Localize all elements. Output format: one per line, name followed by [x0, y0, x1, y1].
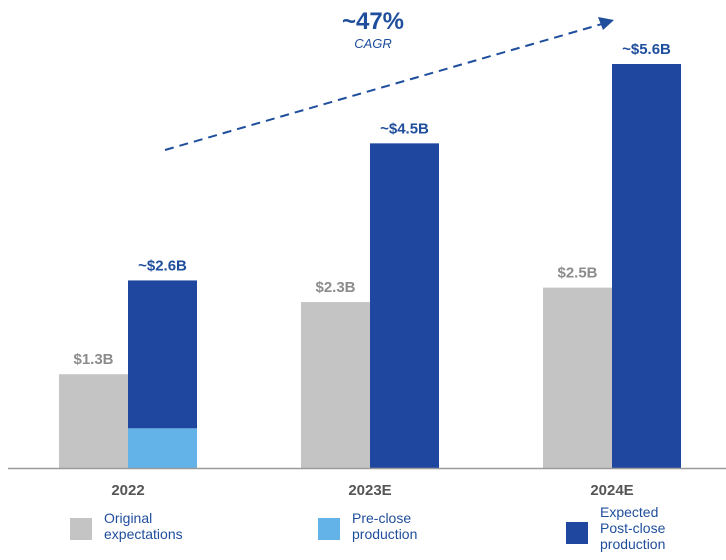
bar-post-close-production-2022: [128, 280, 197, 429]
cagr-value: ~47%: [342, 8, 404, 35]
legend-label-pre-close-production: Pre-close production: [352, 510, 417, 542]
legend-line: Post-close: [600, 520, 666, 536]
bar-pre-close-production-2022: [128, 428, 197, 468]
data-label-original-2024e: $2.5B: [557, 265, 597, 282]
legend-swatch-expected-post-close-production: [566, 522, 588, 544]
x-tick-label-2023e: 2023E: [348, 482, 391, 499]
legend-line: production: [352, 526, 418, 542]
legend-line: Original: [104, 510, 153, 526]
data-label-total-2023e: ~$4.5B: [380, 120, 429, 137]
legend-line: Expected: [600, 504, 659, 520]
bar-chart: $1.3B ~$2.6B 2022 $2.3B ~$4.5B 2023E $2.5B ~$5.…: [8, 8, 726, 499]
x-tick-label-2022: 2022: [111, 482, 144, 499]
legend-swatch-pre-close-production: [318, 518, 340, 540]
legend-line: Pre-close: [352, 510, 412, 526]
legend-item-expected-post-close-production: Expected Post-close production: [566, 504, 665, 552]
cagr-arrow-line: [164, 23, 603, 151]
legend-item-original-expectations: Original expectations: [70, 510, 183, 542]
bar-post-close-production-2023e: [370, 143, 439, 468]
cagr-arrow-head: [598, 17, 614, 30]
data-label-total-2024e: ~$5.6B: [622, 41, 671, 58]
x-tick-label-2024e: 2024E: [590, 482, 633, 499]
cagr-label: CAGR: [354, 36, 392, 51]
data-label-original-2022: $1.3B: [73, 351, 113, 368]
data-label-original-2023e: $2.3B: [315, 279, 355, 296]
bar-original-expectations-2023e: [301, 302, 370, 468]
bar-original-expectations-2022: [59, 374, 128, 468]
data-label-total-2022: ~$2.6B: [138, 257, 187, 274]
legend-label-expected-post-close-production: Expected Post-close production: [600, 504, 665, 552]
legend-item-pre-close-production: Pre-close production: [318, 510, 417, 542]
legend-swatch-original-expectations: [70, 518, 92, 540]
bar-original-expectations-2024e: [543, 287, 612, 468]
bar-post-close-production-2024e: [612, 64, 681, 468]
legend-line: production: [600, 536, 666, 552]
legend-label-original-expectations: Original expectations: [104, 510, 183, 542]
legend-line: expectations: [104, 526, 183, 542]
